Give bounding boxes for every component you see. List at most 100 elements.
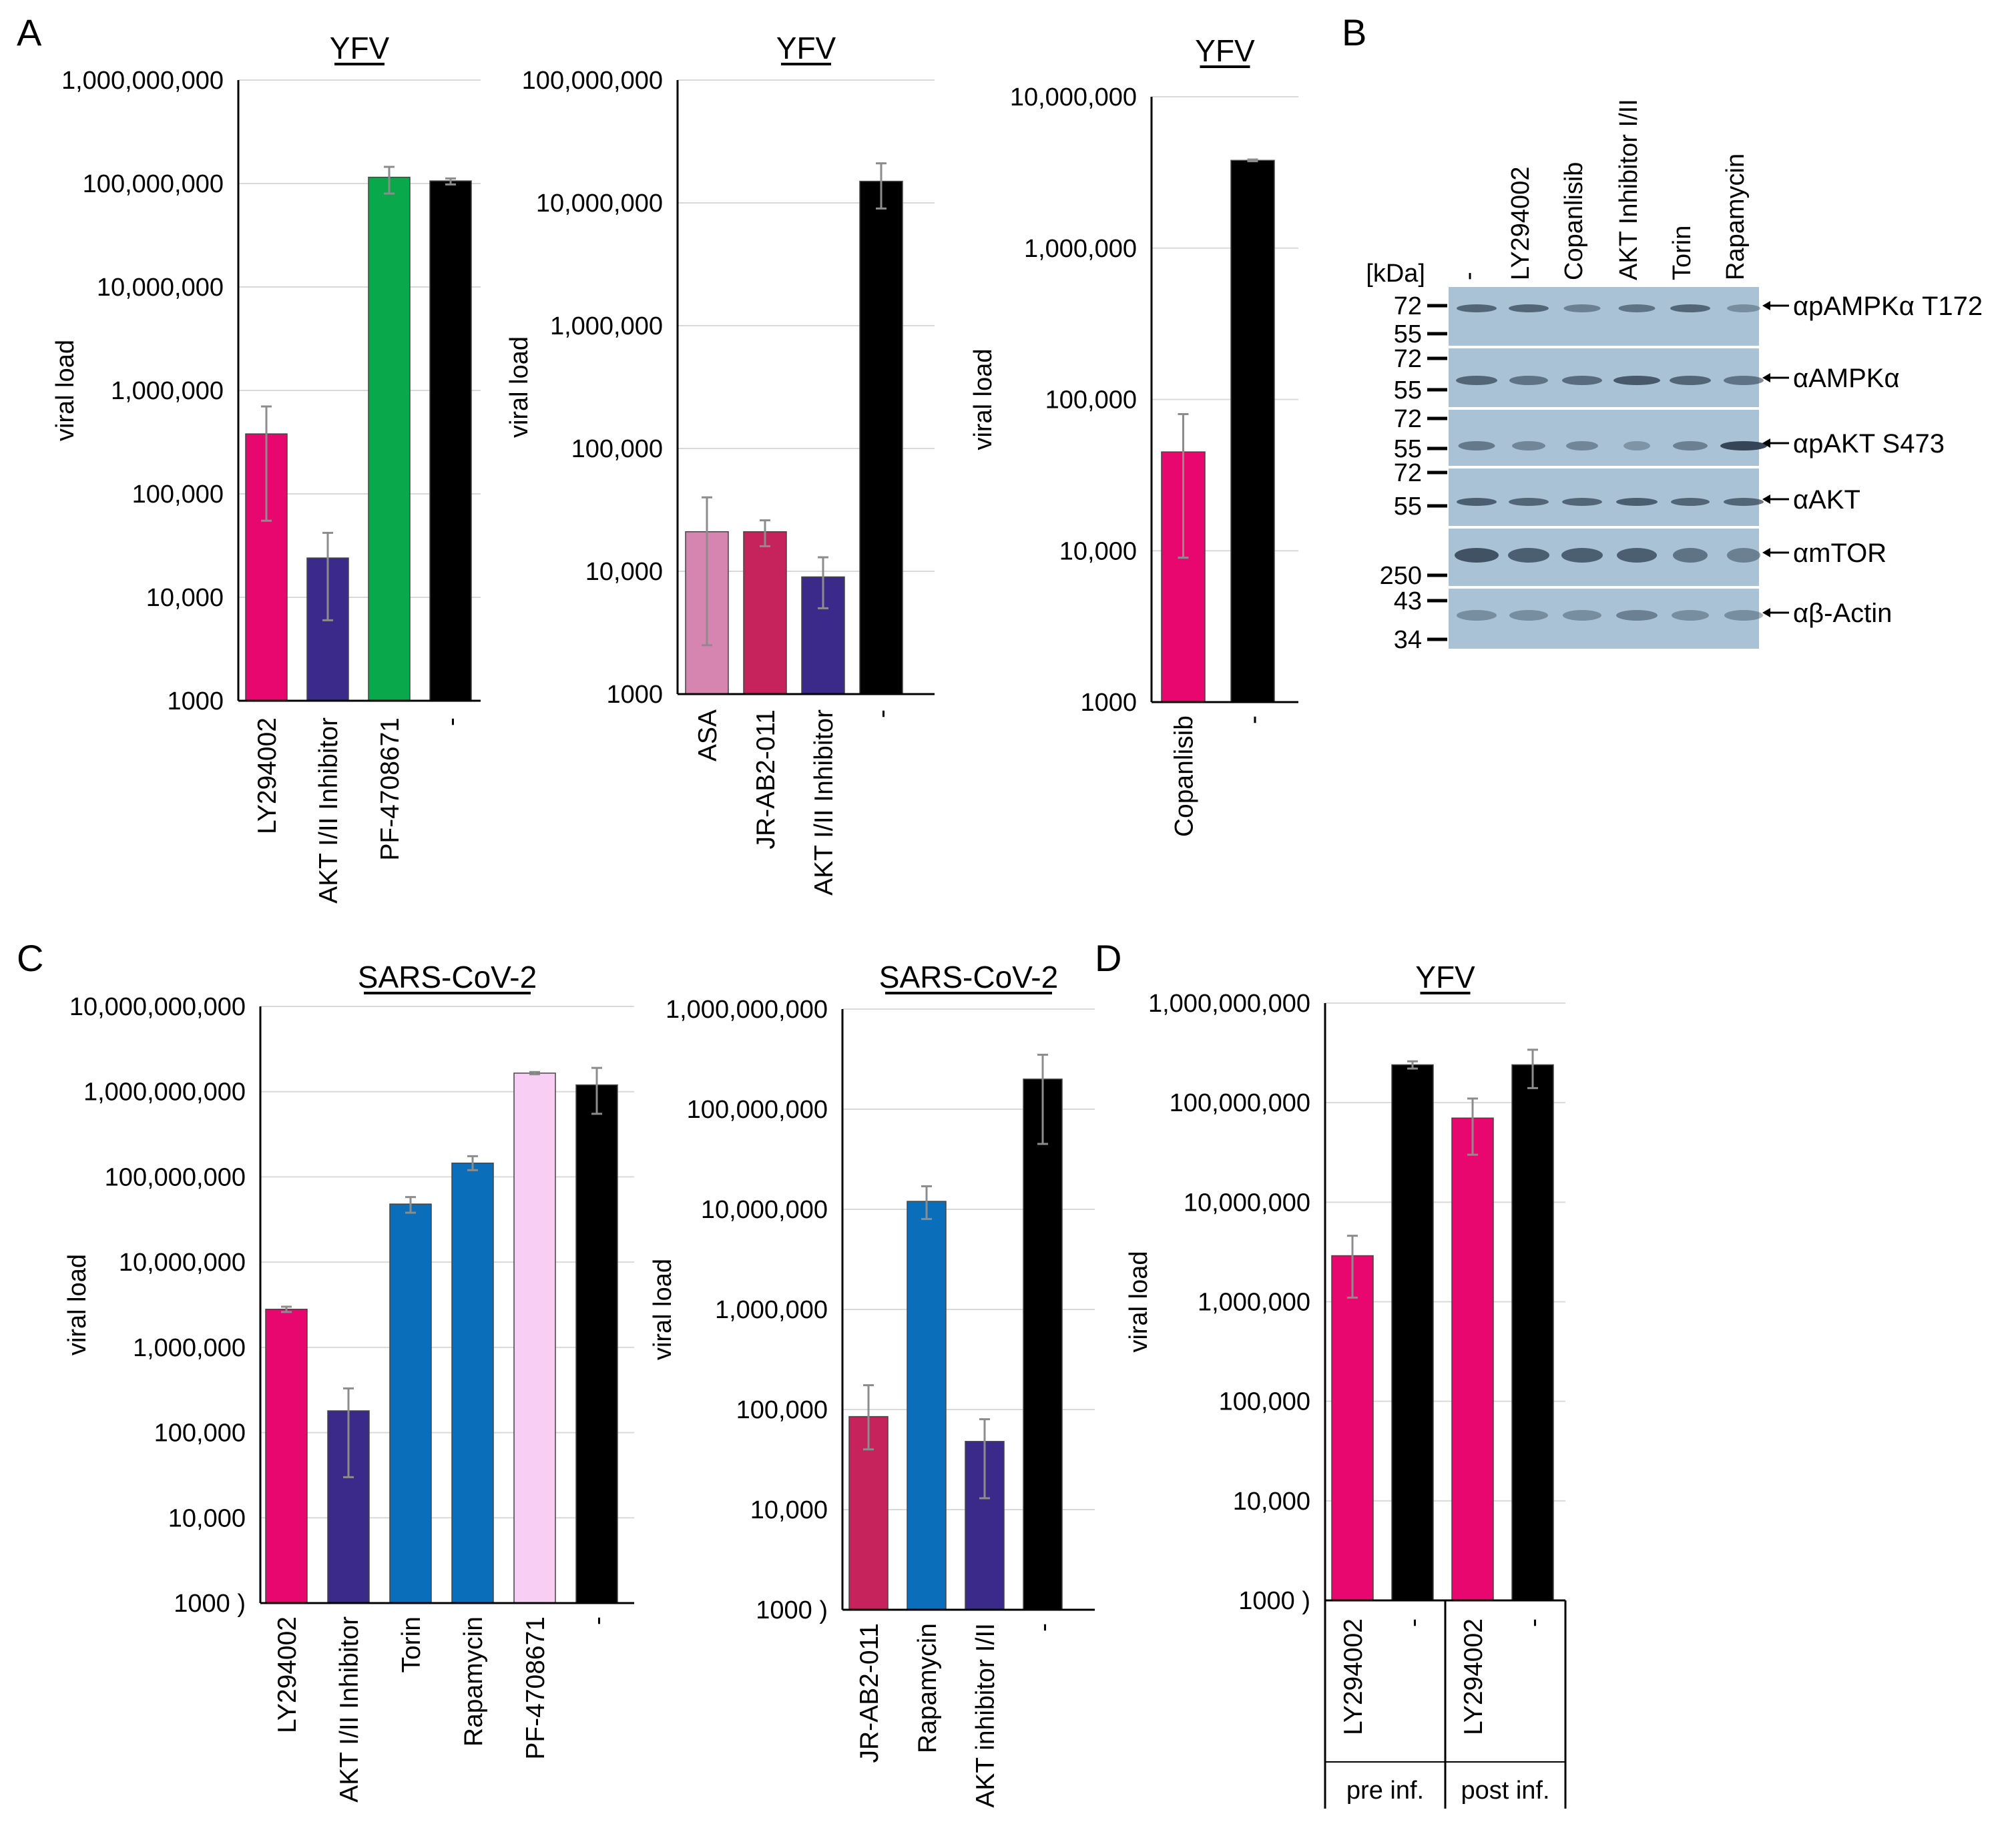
blot-band	[1727, 548, 1760, 563]
y-tick-label: 100,000,000	[105, 1163, 246, 1191]
y-tick-label: 10,000	[146, 584, 224, 612]
panel-label-c: C	[17, 937, 43, 979]
y-tick-label: 100,000	[1219, 1388, 1310, 1416]
blot-band	[1727, 304, 1760, 312]
antibody-label: αpAMPKα T172	[1793, 292, 1983, 321]
antibody-label: αAMPKα	[1793, 364, 1900, 393]
antibody-label: αmTOR	[1793, 539, 1886, 568]
blot-band	[1670, 304, 1710, 312]
chart-c2: 1000 ) 10,000 100,000 1,000,000 10,000,000 10…	[649, 960, 1095, 1808]
category-label: ASA	[694, 709, 722, 761]
y-tick-label: 1,000,000,000	[83, 1079, 246, 1107]
bar	[265, 1308, 308, 1604]
blot-band	[1613, 376, 1660, 385]
blot-band	[1616, 610, 1658, 621]
blot-band	[1672, 610, 1709, 621]
y-tick-label: 1000	[1080, 689, 1137, 717]
panel-label-d: D	[1095, 937, 1121, 979]
kda-marker: 250	[1380, 562, 1422, 590]
kda-marker: 55	[1394, 376, 1422, 404]
antibody-label: αpAKT S473	[1793, 429, 1945, 458]
category-label: Copanlisib	[1170, 715, 1199, 837]
y-axis-label: viral load	[505, 336, 533, 438]
y-tick-label: 1000	[167, 687, 224, 715]
y-axis-label: viral load	[649, 1259, 677, 1360]
category-label: -	[1519, 1618, 1548, 1627]
bar	[1451, 1117, 1494, 1601]
category-label: -	[437, 717, 466, 726]
y-tick-label: 10,000,000	[1184, 1189, 1310, 1217]
chart-title: YFV	[776, 31, 836, 65]
y-tick-label: 10,000	[750, 1496, 828, 1524]
bar	[368, 176, 411, 701]
kda-marker: 72	[1394, 345, 1422, 373]
blot-band	[1673, 548, 1708, 563]
bar	[1331, 1255, 1374, 1601]
category-label: AKT I/II Inhibitor	[314, 717, 343, 904]
kda-marker: 55	[1394, 435, 1422, 463]
chart-title: YFV	[330, 31, 390, 65]
blot-band	[1509, 610, 1548, 621]
y-tick-label: 100,000	[1045, 386, 1137, 414]
bar	[389, 1203, 432, 1604]
blot-band	[1724, 610, 1763, 621]
y-tick-label: 10,000	[585, 558, 663, 586]
y-tick-label: 100,000	[571, 435, 663, 463]
blot-band	[1670, 376, 1711, 385]
category-label: -	[868, 709, 897, 718]
bar	[513, 1072, 556, 1604]
category-label: Torin	[397, 1616, 426, 1673]
y-axis-label: viral load	[1125, 1251, 1153, 1352]
chart-d: 1000 ) 10,000 100,000 1,000,000 10,000,000 10…	[1125, 960, 1567, 1809]
antibody-arrowhead	[1762, 495, 1770, 504]
western-blot: [kDa] - LY294002 Copanlisib AKT Inhibitor I/…	[1366, 99, 1983, 654]
category-label: JR-AB2-011	[752, 709, 780, 850]
category-label: -	[1399, 1618, 1428, 1627]
blot-band	[1562, 498, 1602, 506]
blot-band	[1671, 498, 1710, 506]
category-label: -	[1240, 715, 1268, 724]
blot-band	[1455, 548, 1499, 563]
kda-header: [kDa]	[1366, 260, 1425, 288]
blot-band	[1457, 304, 1497, 312]
panel-label-a: A	[17, 11, 42, 53]
antibody-arrowhead	[1762, 548, 1770, 557]
y-tick-label: 100,000,000	[1170, 1089, 1310, 1117]
blot-band	[1512, 441, 1545, 450]
blot-band	[1561, 548, 1603, 563]
category-label: PF-4708671	[376, 717, 405, 861]
y-tick-label: 10,000,000	[1010, 83, 1137, 111]
lane-label: LY294002	[1507, 167, 1535, 280]
blot-band	[1623, 441, 1650, 450]
panel-label-b: B	[1342, 11, 1366, 53]
group-label: post inf.	[1461, 1777, 1549, 1805]
y-tick-label: 1,000,000	[111, 377, 224, 405]
antibody-arrowhead	[1762, 438, 1770, 448]
y-axis-label: viral load	[969, 348, 997, 450]
bar	[1511, 1064, 1554, 1601]
chart-a2: 1000 10,000 100,000 1,000,000 10,000,000 100,…	[505, 31, 935, 896]
bar	[451, 1163, 494, 1604]
category-label: LY294002	[1339, 1618, 1368, 1735]
category-label: -	[1029, 1623, 1058, 1632]
bar	[907, 1201, 947, 1610]
chart-c1: 1000 ) 10,000 100,000 1,000,000 10,000,000 10…	[63, 960, 634, 1803]
lane-label: AKT Inhibitor I/II	[1615, 99, 1643, 280]
kda-marker: 72	[1394, 459, 1422, 487]
antibody-arrowhead	[1762, 301, 1770, 310]
kda-marker: 72	[1394, 292, 1422, 320]
charts: 1000 10,000 100,000 1,000,000 10,000,000 100,…	[51, 31, 1567, 1809]
y-tick-label: 10,000,000	[97, 274, 224, 302]
y-tick-label: 100,000	[154, 1420, 246, 1448]
y-tick-label: 1000	[606, 681, 663, 709]
bar	[743, 531, 787, 695]
blot-band	[1617, 548, 1657, 563]
y-axis-label: viral load	[63, 1254, 91, 1355]
antibody-label: αAKT	[1793, 485, 1860, 515]
blot-band	[1563, 610, 1601, 621]
y-tick-label: 1,000,000	[715, 1296, 828, 1324]
chart-title: YFV	[1195, 33, 1255, 68]
kda-marker: 55	[1394, 493, 1422, 521]
chart-title: SARS-CoV-2	[358, 960, 537, 994]
